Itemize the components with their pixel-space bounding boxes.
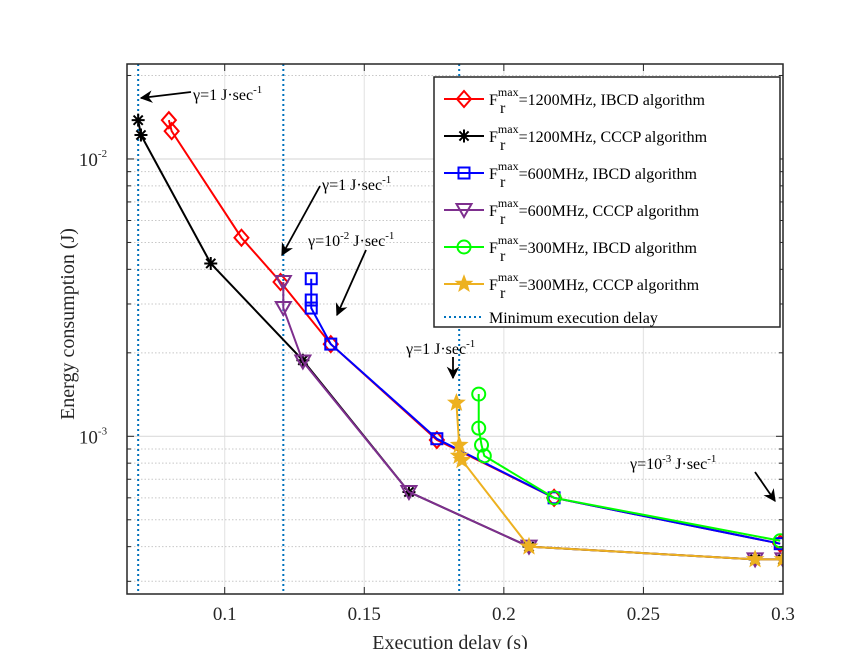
square-marker bbox=[324, 337, 338, 351]
annotation-text: γ=10-2 J·sec-1 bbox=[307, 230, 394, 250]
legend-item-reference: Minimum execution delay bbox=[444, 310, 658, 327]
annotations: γ=1 J·sec-1 γ=1 J·sec-1 γ=10-2 J·sec-1 γ=1 … bbox=[139, 84, 776, 503]
legend-reference-label: Minimum execution delay bbox=[489, 310, 658, 327]
y-tick-label: 10-3 bbox=[79, 425, 108, 448]
triangle-down-marker bbox=[274, 275, 293, 292]
asterisk-marker bbox=[131, 113, 145, 127]
series-4 bbox=[471, 386, 783, 549]
x-tick-label: 0.25 bbox=[627, 604, 660, 625]
annotation-arrow bbox=[335, 249, 367, 317]
circle-marker bbox=[474, 437, 490, 453]
annotation-text: γ=10-3 J·sec-1 bbox=[629, 453, 716, 473]
series-group bbox=[131, 110, 783, 569]
annotation-text: γ=1 J·sec-1 bbox=[321, 174, 391, 194]
x-tick-label: 0.15 bbox=[348, 604, 381, 625]
square-marker bbox=[430, 432, 444, 446]
triangle-down-marker bbox=[274, 301, 293, 318]
legend-label: Fmax=600MHz, IBCD algorithm bbox=[489, 159, 697, 183]
legend-label: Fmax=1200MHz, CCCP algorithm bbox=[489, 122, 708, 146]
square-marker bbox=[304, 293, 318, 307]
triangle-down-marker bbox=[399, 484, 419, 501]
annotation-arrow bbox=[139, 90, 192, 103]
legend-label: Fmax=600MHz, CCCP algorithm bbox=[489, 196, 700, 220]
legend-subscript: r bbox=[500, 174, 506, 191]
circle-marker bbox=[772, 533, 783, 549]
legend: Fmax=1200MHz, IBCD algorithmrFmax=1200MH… bbox=[433, 76, 781, 328]
legend-subscript: r bbox=[500, 248, 506, 265]
pentagram-marker bbox=[452, 450, 472, 469]
reference-lines bbox=[137, 64, 461, 594]
circle-marker bbox=[476, 448, 492, 464]
diamond-marker bbox=[455, 89, 473, 109]
legend-box bbox=[433, 76, 781, 328]
pentagram-marker bbox=[454, 274, 474, 293]
asterisk-marker bbox=[134, 128, 148, 142]
pentagram-marker bbox=[745, 549, 765, 568]
pentagram-marker bbox=[773, 549, 783, 568]
triangle-down-marker bbox=[293, 354, 313, 371]
annotation-arrow bbox=[281, 185, 321, 257]
axes-box bbox=[126, 63, 784, 595]
legend-label: Fmax=300MHz, IBCD algorithm bbox=[489, 233, 697, 257]
diamond-marker bbox=[160, 110, 178, 130]
square-marker bbox=[304, 272, 318, 286]
diamond-marker bbox=[163, 121, 180, 141]
pentagram-marker bbox=[446, 392, 466, 411]
circle-marker bbox=[471, 420, 487, 436]
annotation-arrow bbox=[754, 471, 776, 503]
annotation-text: γ=1 J·sec-1 bbox=[405, 338, 475, 358]
circle-marker bbox=[471, 386, 487, 402]
legend-subscript: r bbox=[500, 100, 506, 117]
legend-label: Fmax=1200MHz, IBCD algorithm bbox=[489, 85, 705, 109]
y-axis-label: Energy consumption (J) bbox=[57, 228, 79, 420]
legend-subscript: r bbox=[500, 285, 506, 302]
square-marker bbox=[304, 301, 318, 315]
annotation-text: γ=1 J·sec-1 bbox=[192, 84, 262, 104]
legend-label: Fmax=300MHz, CCCP algorithm bbox=[489, 270, 700, 294]
series-5 bbox=[446, 392, 783, 568]
circle-marker bbox=[546, 490, 562, 506]
x-tick-label: 0.1 bbox=[213, 604, 237, 625]
triangle-down-marker bbox=[454, 203, 474, 220]
diamond-marker bbox=[233, 228, 250, 248]
legend-subscript: r bbox=[500, 137, 506, 154]
square-marker bbox=[457, 166, 471, 180]
asterisk-marker bbox=[204, 256, 218, 270]
y-tick-label: 10-2 bbox=[79, 148, 107, 171]
pentagram-marker bbox=[519, 536, 539, 555]
circle-marker bbox=[456, 239, 472, 255]
x-tick-label: 0.2 bbox=[492, 604, 516, 625]
x-tick-label: 0.3 bbox=[771, 604, 795, 625]
asterisk-marker bbox=[457, 129, 471, 143]
x-axis-label: Execution delay (s) bbox=[372, 632, 528, 649]
legend-subscript: r bbox=[500, 211, 506, 228]
diamond-marker bbox=[272, 272, 289, 292]
